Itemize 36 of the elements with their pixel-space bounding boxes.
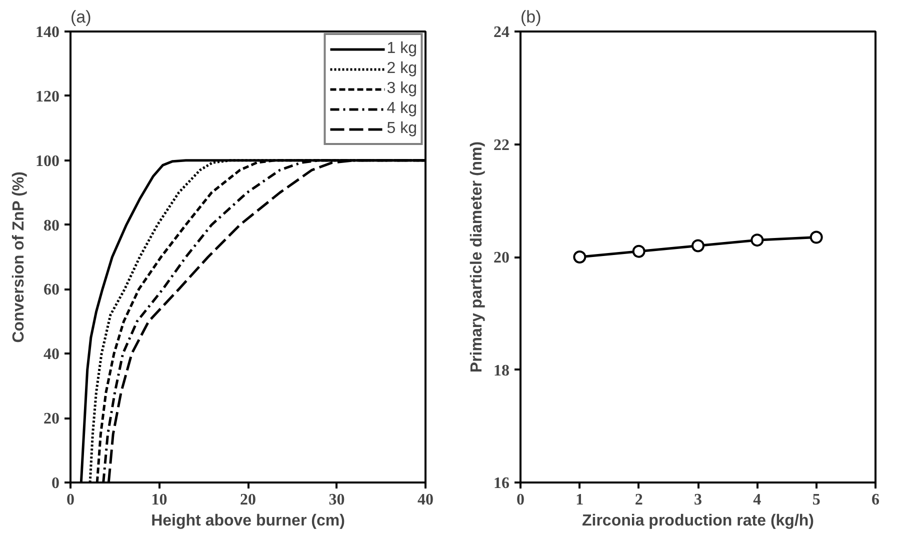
y-axis-title: Primary particle diameter (nm) [468, 141, 486, 373]
y-tick-label: 16 [494, 475, 510, 492]
y-tick-label: 140 [36, 24, 60, 41]
x-tick-label: 4 [753, 492, 762, 508]
legend-label: 4 kg [386, 100, 417, 118]
y-tick-label: 60 [44, 282, 60, 299]
y-tick-label: 80 [44, 217, 60, 234]
x-tick-label: 20 [240, 492, 256, 508]
y-tick-label: 20 [494, 250, 510, 266]
x-axis-title: Height above burner (cm) [151, 512, 345, 530]
x-tick-label: 0 [516, 492, 524, 508]
y-axis-title: Conversion of ZnP (%) [10, 172, 28, 343]
y-tick-label: 120 [36, 88, 60, 106]
x-tick-label: 1 [576, 492, 584, 508]
y-tick-label: 0 [52, 475, 60, 492]
y-tick-label: 100 [36, 152, 60, 170]
y-tick-label: 40 [44, 346, 60, 364]
x-tick-label: 6 [872, 492, 880, 508]
y-tick-label: 20 [44, 410, 60, 428]
x-tick-label: 30 [328, 492, 345, 508]
x-tick-label: 2 [634, 492, 643, 508]
legend-label: 2 kg [386, 60, 417, 78]
x-axis-title: Zirconia production rate (kg/h) [582, 512, 814, 530]
x-tick-label: 5 [812, 492, 820, 508]
x-tick-label: 3 [694, 492, 702, 508]
chart-title: (b) [520, 8, 542, 26]
legend-label: 5 kg [386, 120, 417, 138]
x-tick-label: 40 [418, 492, 434, 508]
y-tick-label: 24 [494, 24, 510, 41]
chart-title: (a) [70, 8, 92, 26]
y-tick-label: 22 [494, 136, 510, 154]
y-tick-label: 18 [494, 362, 510, 380]
x-tick-label: 0 [66, 492, 74, 508]
legend-label: 1 kg [386, 40, 417, 58]
x-tick-label: 10 [151, 492, 168, 508]
legend-label: 3 kg [386, 80, 417, 98]
